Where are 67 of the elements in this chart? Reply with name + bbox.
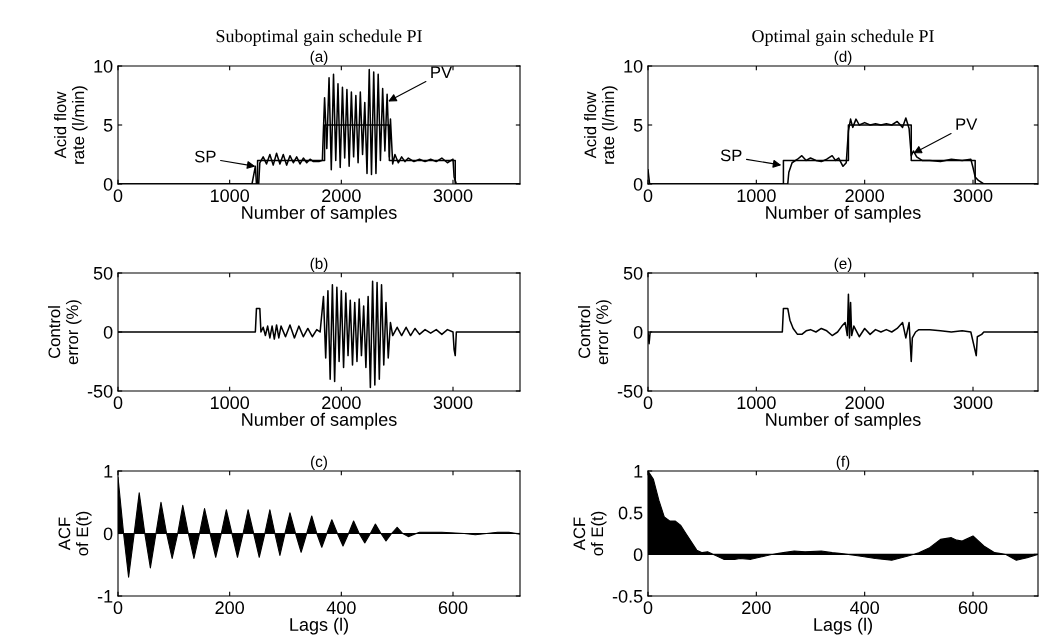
y-tick-label: 10 [624, 59, 643, 73]
y-tick-label: 0.5 [618, 506, 643, 520]
chart-subtitle: (f) [836, 455, 850, 470]
x-tick-label: 3000 [433, 189, 473, 203]
y-tick-label: 1 [104, 465, 113, 478]
x-tick-label: 200 [215, 601, 245, 615]
y-axis-title: Acid flow rate (l/min) [584, 86, 618, 164]
x-tick-label: 2000 [845, 189, 885, 203]
x-tick-label: 0 [113, 189, 123, 203]
y-tick-label: 5 [103, 119, 113, 132]
x-tick-label: 400 [850, 601, 880, 615]
x-tick-label: 2000 [322, 396, 361, 410]
x-tick-label: 400 [326, 601, 356, 615]
chart-subtitle: (b) [310, 257, 328, 272]
annotation: SP [720, 149, 742, 162]
y-tick-label: -50 [617, 384, 643, 398]
x-axis-title: Number of samples [242, 205, 397, 223]
x-axis-title: Lags (l) [290, 617, 348, 635]
x-tick-label: 0 [643, 601, 653, 615]
chart-title: Suboptimal gain schedule PI [216, 29, 422, 46]
y-tick-label: 50 [623, 266, 643, 280]
chart-subtitle: (d) [834, 50, 852, 65]
x-axis-title: Number of samples [242, 412, 397, 430]
x-axis-title: Number of samples [766, 205, 921, 223]
y-tick-label: 0 [633, 177, 643, 191]
x-tick-label: 600 [438, 601, 468, 615]
chart-subtitle: (e) [834, 257, 852, 272]
x-tick-label: 3000 [433, 396, 473, 410]
x-tick-label: 0 [113, 396, 123, 410]
x-axis-title: Number of samples [766, 412, 921, 430]
y-tick-label: -0.5 [612, 589, 643, 603]
x-tick-label: 200 [742, 601, 771, 615]
y-tick-label: 1 [634, 465, 643, 478]
y-tick-label: 0 [633, 548, 643, 562]
y-axis-title: ACF of E(t) [58, 511, 92, 556]
x-tick-label: 1000 [210, 189, 250, 203]
y-tick-label: 0 [633, 325, 643, 339]
y-tick-label: 0 [103, 527, 113, 541]
annotation: SP [194, 150, 216, 163]
y-tick-label: 50 [93, 266, 113, 280]
y-tick-label: -1 [97, 590, 113, 603]
x-tick-label: 1000 [737, 396, 776, 410]
y-tick-label: 0 [103, 325, 113, 339]
y-tick-label: 0 [103, 177, 113, 191]
x-tick-label: 1000 [210, 396, 250, 410]
y-tick-label: 10 [94, 59, 113, 73]
x-tick-label: 0 [643, 189, 653, 203]
y-axis-title: Control error (%) [578, 300, 612, 365]
y-axis-title: ACF of E(t) [573, 511, 607, 556]
y-tick-label: -50 [87, 384, 113, 398]
annotation: PV [431, 66, 453, 78]
x-tick-label: 1000 [737, 189, 776, 203]
x-tick-label: 600 [958, 601, 988, 615]
y-axis-title: Control error (%) [48, 300, 82, 365]
x-tick-label: 0 [113, 601, 123, 615]
y-axis-title: Acid flow rate (l/min) [54, 86, 88, 164]
x-tick-label: 3000 [953, 189, 993, 203]
x-tick-label: 2000 [845, 396, 885, 410]
annotation: PV [956, 118, 978, 130]
chart-title: Optimal gain schedule PI [752, 29, 934, 46]
chart-subtitle: (a) [310, 50, 328, 65]
x-tick-label: 3000 [953, 396, 993, 410]
x-axis-title: Lags (l) [814, 617, 872, 635]
chart-subtitle: (c) [311, 455, 327, 470]
x-tick-label: 2000 [322, 189, 361, 203]
x-tick-label: 0 [643, 396, 653, 410]
y-tick-label: 5 [633, 119, 643, 132]
